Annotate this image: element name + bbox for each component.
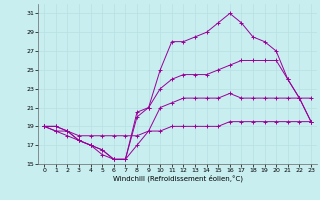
- X-axis label: Windchill (Refroidissement éolien,°C): Windchill (Refroidissement éolien,°C): [113, 175, 243, 182]
